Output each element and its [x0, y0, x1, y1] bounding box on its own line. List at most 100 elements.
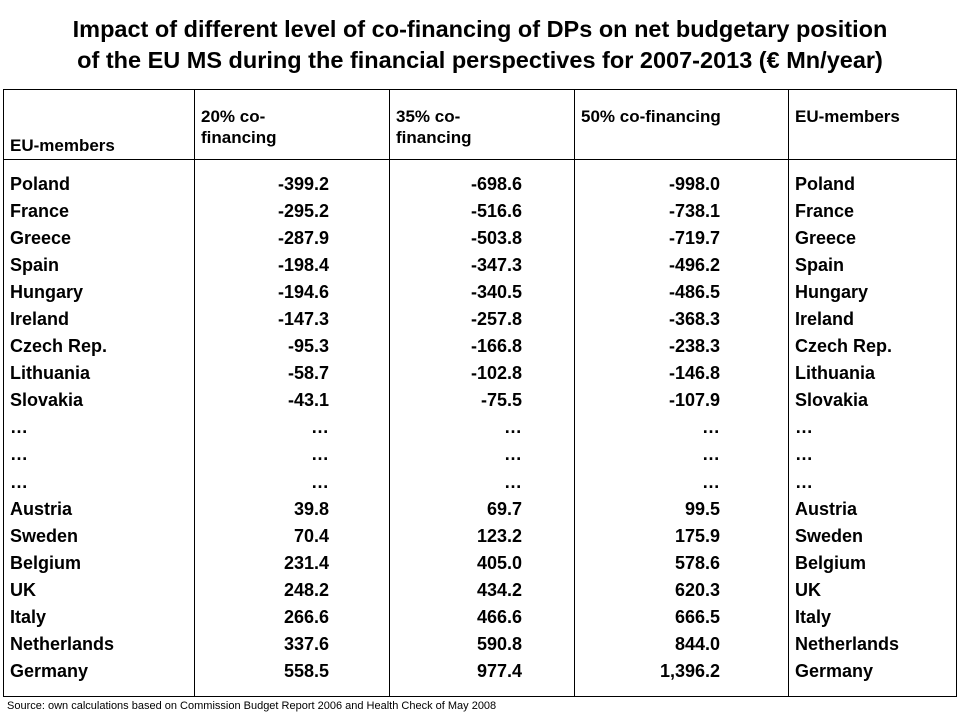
table-cell: Greece [795, 228, 857, 249]
table-cell: 123.2 [476, 525, 522, 546]
cofin-50-values: -998.0 -738.1 -719.7 -496.2 -486.5 -368.3 -238… [575, 171, 788, 685]
table-cell: Italy [10, 606, 47, 627]
title-line-1: Impact of different level of co-financin… [72, 16, 888, 42]
table-cell: -95.3 [287, 336, 329, 357]
table-cell: … [702, 444, 720, 465]
table-cell: 69.7 [486, 498, 522, 519]
table-cell: Germany [10, 660, 89, 681]
table-cell: 977.4 [476, 660, 522, 681]
table-cell: -503.8 [470, 228, 522, 249]
table-cell: -58.7 [287, 363, 329, 384]
table-cell: Austria [10, 498, 73, 519]
column-eu-members-left: EU-members Poland France Greece Spain Hungar… [4, 90, 194, 696]
table-cell: Italy [795, 606, 832, 627]
table-cell: 39.8 [293, 498, 329, 519]
table-cell: … [504, 471, 522, 492]
header-eu-members-left: EU-members [10, 136, 115, 155]
table-cell: Spain [10, 255, 60, 276]
table-cell: -347.3 [470, 255, 522, 276]
table-cell: 558.5 [283, 660, 329, 681]
table-cell: … [504, 444, 522, 465]
table-cell: 175.9 [674, 525, 720, 546]
table-cell: -496.2 [668, 255, 720, 276]
table-cell: Poland [795, 174, 856, 194]
table-cell: -719.7 [668, 228, 720, 249]
title-line-2: of the EU MS during the financial perspe… [77, 47, 883, 73]
table-cell: … [702, 471, 720, 492]
table-cell: UK [795, 579, 821, 600]
table-cell: Lithuania [10, 363, 90, 384]
table-cell: 466.6 [476, 606, 522, 627]
table-cell: … [504, 417, 522, 438]
table-cell: 99.5 [684, 498, 720, 519]
table-cell: 337.6 [283, 633, 329, 654]
table-cell: … [311, 417, 329, 438]
table-cell: Greece [10, 228, 72, 249]
table-cell: France [795, 201, 855, 222]
header-cofin-20: 20% co-financing [201, 107, 277, 147]
table-cell: -238.3 [668, 336, 720, 357]
table-cell: 620.3 [674, 579, 720, 600]
table-cell: -102.8 [470, 363, 522, 384]
table-cell: Hungary [10, 282, 84, 303]
table-cell: 248.2 [283, 579, 329, 600]
table-cell: Sweden [795, 525, 864, 546]
table-cell: -75.5 [480, 390, 522, 411]
table-cell: 1,396.2 [659, 660, 720, 681]
table-cell: Poland [10, 174, 71, 194]
table-cell: -486.5 [668, 282, 720, 303]
table-cell: -738.1 [668, 201, 720, 222]
table-cell: Netherlands [10, 633, 115, 654]
table-cell: … [10, 444, 28, 465]
table-cell: Czech Rep. [795, 336, 893, 357]
table-cell: -43.1 [287, 390, 329, 411]
cofin-20-values: -399.2 -295.2 -287.9 -198.4 -194.6 -147.3 -95.… [195, 171, 389, 685]
table-cell: Sweden [10, 525, 79, 546]
table-cell: -257.8 [470, 309, 522, 330]
header-cofin-35: 35% co-financing [396, 107, 472, 147]
table-cell: 70.4 [293, 525, 329, 546]
source-note: Source: own calculations based on Commis… [7, 700, 497, 712]
table-cell: … [795, 417, 813, 438]
table-cell: 590.8 [476, 633, 522, 654]
table-cell: Germany [795, 660, 874, 681]
header-eu-members-right: EU-members [795, 107, 900, 126]
table-cell: -287.9 [277, 228, 329, 249]
table-cell: Belgium [10, 552, 82, 573]
table-cell: Slovakia [795, 390, 869, 411]
table-cell: Spain [795, 255, 845, 276]
table-cell: -399.2 [277, 174, 329, 194]
table-cell: … [702, 417, 720, 438]
table-cell: Netherlands [795, 633, 900, 654]
table-cell: -194.6 [277, 282, 329, 303]
table-cell: … [10, 417, 28, 438]
column-cofin-35: 35% co-financing -698.6 -516.6 -503.8 -347.… [389, 90, 574, 696]
table-cell: … [795, 444, 813, 465]
table-cell: -295.2 [277, 201, 329, 222]
table-cell: -368.3 [668, 309, 720, 330]
table-cell: -198.4 [277, 255, 329, 276]
table-cell: … [795, 471, 813, 492]
table-cell: -147.3 [277, 309, 329, 330]
table-cell: 666.5 [674, 606, 720, 627]
column-cofin-20: 20% co-financing -399.2 -295.2 -287.9 -198.… [194, 90, 389, 696]
table-cell: Hungary [795, 282, 869, 303]
table-cell: … [311, 471, 329, 492]
table-cell: -107.9 [668, 390, 720, 411]
cofinancing-table: EU-members Poland France Greece Spain Hungar… [3, 89, 957, 697]
table-cell: Lithuania [795, 363, 875, 384]
table-cell: -516.6 [470, 201, 522, 222]
table-cell: 844.0 [674, 633, 720, 654]
table-cell: UK [10, 579, 36, 600]
table-cell: Czech Rep. [10, 336, 108, 357]
table-cell: France [10, 201, 70, 222]
table-cell: -146.8 [668, 363, 720, 384]
table-cell: -698.6 [470, 174, 522, 194]
header-cofin-50: 50% co-financing [581, 107, 721, 126]
table-cell: 231.4 [283, 552, 329, 573]
table-cell: Ireland [10, 309, 70, 330]
table-cell: Belgium [795, 552, 867, 573]
table-cell: 266.6 [283, 606, 329, 627]
table-cell: Ireland [795, 309, 855, 330]
header-divider [4, 159, 956, 160]
